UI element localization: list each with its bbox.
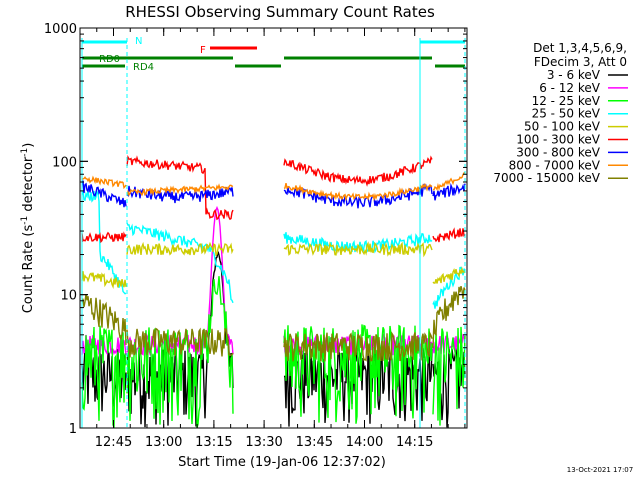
- annotation-n: N: [135, 36, 142, 47]
- annotation-rd4: RD4: [133, 62, 154, 73]
- legend-header-line-2: FDecim 3, Att 0: [534, 55, 627, 69]
- text-layer: RHESSI Observing Summary Count Rates Sta…: [20, 3, 633, 474]
- x-axis-label: Start Time (19-Jan-06 12:37:02): [178, 455, 386, 470]
- series-line-3: [81, 189, 465, 309]
- series-line-6: [81, 180, 466, 209]
- series-line-7: [81, 171, 466, 202]
- x-tick-label: 13:00: [145, 435, 182, 450]
- legend-entry-label: 25 - 50 keV: [532, 107, 601, 121]
- x-tick-label: 12:45: [95, 435, 132, 450]
- x-tick-label: 14:15: [396, 435, 433, 450]
- y-tick-label: 1: [69, 422, 77, 437]
- legend-entry-label: 3 - 6 keV: [547, 68, 601, 82]
- timestamp-label: 13-Oct-2021 17:07: [567, 466, 633, 474]
- legend-entry-label: 800 - 7000 keV: [509, 158, 601, 172]
- annotation-f: F: [200, 45, 206, 56]
- y-tick-label: 10: [60, 289, 77, 304]
- series-line-8: [81, 285, 466, 362]
- series-line-5: [81, 154, 466, 244]
- legend-header-line-1: Det 1,3,4,5,6,9,: [533, 41, 627, 55]
- legend-entry-label: 7000 - 15000 keV: [493, 171, 600, 185]
- chart-title: RHESSI Observing Summary Count Rates: [125, 3, 435, 21]
- y-tick-label: 1000: [44, 22, 77, 37]
- data-layer: [81, 38, 466, 428]
- plot-frame: [79, 27, 468, 429]
- legend-entry-label: 300 - 800 keV: [516, 145, 600, 159]
- series-line-2: [81, 276, 466, 428]
- frame-layer: [79, 27, 468, 429]
- series-line-4: [81, 241, 466, 289]
- legend-entry-label: 100 - 300 keV: [516, 133, 600, 147]
- x-tick-label: 14:00: [346, 435, 383, 450]
- legend-entry-label: 12 - 25 keV: [532, 94, 601, 108]
- legend-entry-label: 50 - 100 keV: [524, 120, 601, 134]
- x-tick-label: 13:30: [245, 435, 282, 450]
- y-axis-label: Count Rate (s-1 detector-1): [20, 143, 36, 314]
- y-tick-label: 100: [52, 155, 77, 170]
- annotation-rd0: RD0: [99, 54, 120, 65]
- x-tick-label: 13:15: [195, 435, 232, 450]
- legend-entry-label: 6 - 12 keV: [539, 81, 601, 95]
- x-tick-label: 13:45: [296, 435, 333, 450]
